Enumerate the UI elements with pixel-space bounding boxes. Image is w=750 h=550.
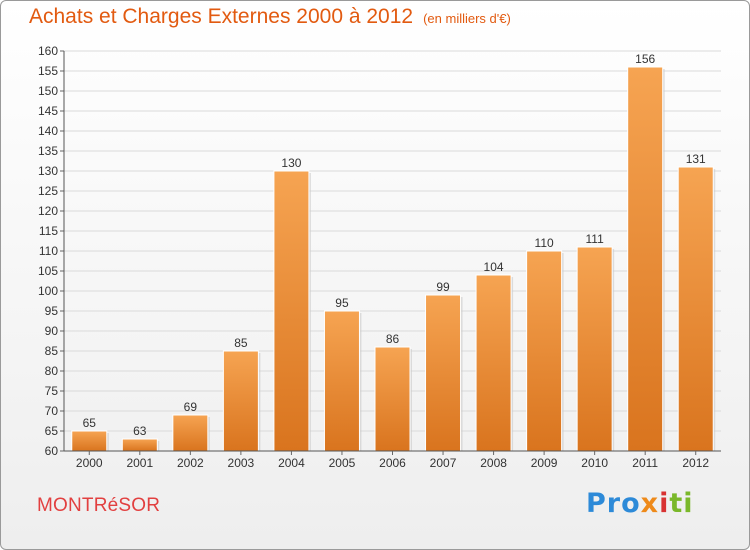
- y-tick-label: 125: [38, 184, 58, 198]
- bar-2004: [273, 170, 310, 452]
- bar-value-label: 86: [386, 332, 400, 346]
- bar-value-label: 69: [184, 400, 198, 414]
- x-tick-label: 2012: [682, 456, 709, 470]
- y-tick-label: 145: [38, 104, 58, 118]
- bar-value-label: 131: [686, 152, 706, 166]
- bar-2001: [121, 438, 158, 452]
- bar-value-label: 156: [635, 52, 655, 66]
- x-tick-label: 2007: [430, 456, 457, 470]
- y-tick-label: 65: [45, 424, 59, 438]
- x-tick-label: 2002: [177, 456, 204, 470]
- chart-unit: (en milliers d'€): [423, 11, 511, 26]
- y-tick-label: 120: [38, 204, 58, 218]
- bar-value-label: 63: [133, 424, 147, 438]
- bars: 65 63 69 85 130 95 86 99 104 110 111 156 131: [71, 52, 716, 452]
- bar-2012: [677, 166, 714, 452]
- x-tick-label: 2010: [581, 456, 608, 470]
- x-tick-label: 2001: [126, 456, 153, 470]
- logo-part-1: Pro: [586, 488, 641, 519]
- y-tick-label: 95: [45, 304, 59, 318]
- bar-value-label: 110: [535, 236, 554, 250]
- y-tick-label: 150: [38, 84, 58, 98]
- y-tick-label: 155: [38, 64, 58, 78]
- x-tick-label: 2000: [76, 456, 103, 470]
- chart-title-text: Achats et Charges Externes 2000 à 2012: [29, 5, 414, 28]
- bar-2003: [222, 350, 259, 452]
- x-tick-label: 2004: [278, 456, 305, 470]
- bar-2011: [627, 66, 664, 452]
- bar-2005: [323, 310, 360, 452]
- logo-part-3: i: [659, 488, 670, 519]
- bar-2010: [576, 246, 613, 452]
- y-tick-label: 75: [45, 384, 59, 398]
- bar-value-label: 65: [83, 416, 97, 430]
- y-tick-label: 105: [38, 264, 58, 278]
- x-axis: 2000 2001 2002 2003 2004 2005 2006 2007 2008 2009…: [64, 450, 721, 470]
- y-tick-label: 90: [45, 324, 59, 338]
- commune-name: MONTRéSOR: [37, 495, 161, 516]
- proxiti-logo[interactable]: Proxiti: [586, 488, 694, 519]
- x-tick-label: 2006: [379, 456, 406, 470]
- logo-part-4: ti: [669, 488, 694, 519]
- bar-value-label: 130: [281, 156, 301, 170]
- x-tick-label: 2005: [329, 456, 356, 470]
- x-tick-label: 2009: [531, 456, 558, 470]
- y-tick-label: 160: [38, 44, 58, 58]
- y-tick-label: 110: [39, 244, 58, 258]
- bar-2008: [475, 274, 512, 452]
- bar-value-label: 85: [234, 336, 248, 350]
- bar-2000: [71, 430, 108, 452]
- y-tick-label: 85: [45, 344, 59, 358]
- x-tick-label: 2008: [480, 456, 507, 470]
- y-tick-label: 135: [38, 144, 58, 158]
- bar-value-label: 99: [436, 280, 450, 294]
- bar-value-label: 104: [484, 260, 504, 274]
- bar-2002: [172, 414, 209, 452]
- chart-title: Achats et Charges Externes 2000 à 2012 (e…: [29, 5, 511, 29]
- bar-2006: [374, 346, 411, 452]
- y-tick-label: 70: [45, 404, 59, 418]
- bar-2007: [425, 294, 462, 452]
- y-tick-label: 140: [38, 124, 58, 138]
- bar-2009: [526, 250, 563, 452]
- y-tick-label: 130: [38, 164, 58, 178]
- logo-part-2: x: [640, 488, 660, 519]
- bar-value-label: 95: [335, 296, 349, 310]
- y-axis: 60 65 70 75 80 85 90 95 100 105 110 115 120 125 130 135…: [38, 44, 65, 458]
- bar-value-label: 111: [586, 232, 605, 246]
- y-tick-label: 60: [45, 444, 59, 458]
- x-tick-label: 2011: [632, 456, 658, 470]
- y-tick-label: 100: [38, 284, 58, 298]
- x-tick-label: 2003: [228, 456, 255, 470]
- y-tick-label: 80: [45, 364, 59, 378]
- y-tick-label: 115: [39, 224, 58, 238]
